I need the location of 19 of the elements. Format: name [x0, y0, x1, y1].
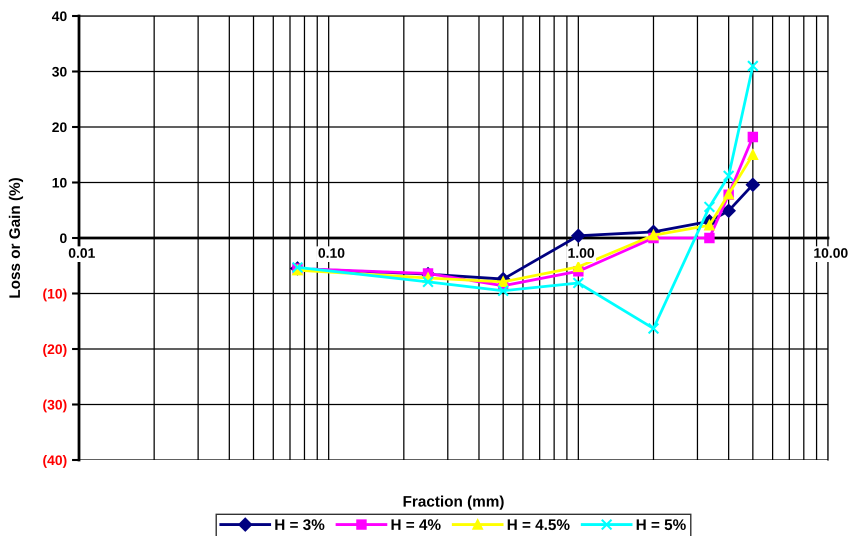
- x-tick-label: 1.00: [568, 248, 594, 258]
- legend-label: H = 3%: [275, 519, 324, 530]
- legend-label: H = 5%: [636, 519, 686, 530]
- x-tick-label: 0.01: [68, 248, 95, 258]
- y-tick-label: 20: [52, 122, 67, 132]
- y-tick-label: (30): [43, 399, 67, 412]
- y-tick-label: (40): [43, 454, 67, 468]
- legend-label: H = 4.5%: [508, 519, 570, 530]
- x-axis-title: Fraction (mm): [404, 496, 504, 510]
- x-tick-label: 10.00: [814, 248, 848, 258]
- y-tick-label: 40: [52, 11, 67, 22]
- y-tick-label: (10): [43, 288, 67, 302]
- y-tick-label: 0: [60, 233, 67, 244]
- y-tick-label: (20): [43, 344, 67, 357]
- x-tick-label: 0.10: [318, 248, 344, 258]
- y-axis-title: Loss or Gain (%): [8, 178, 24, 298]
- y-tick-label: 30: [52, 66, 67, 77]
- legend-label: H = 4%: [392, 519, 441, 530]
- y-tick-label: 10: [52, 178, 67, 188]
